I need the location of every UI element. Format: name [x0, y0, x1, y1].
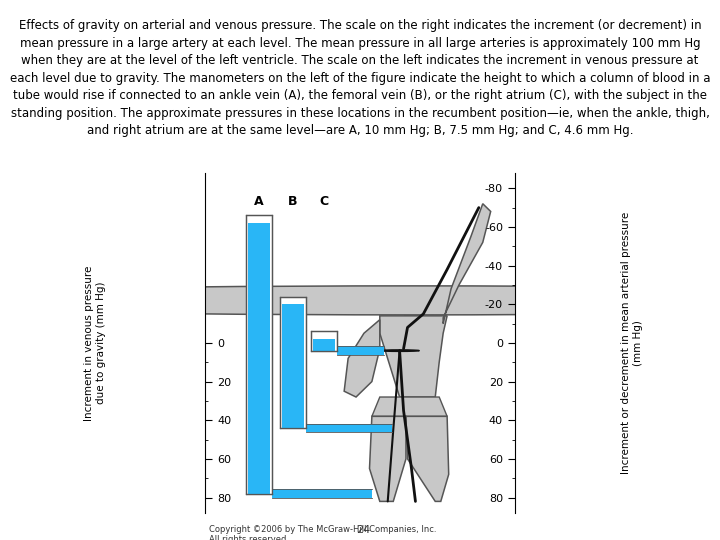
Ellipse shape — [380, 350, 419, 352]
Text: A: A — [254, 194, 264, 207]
Bar — [282, 304, 304, 428]
Polygon shape — [372, 397, 447, 416]
Text: Effects of gravity on arterial and venous pressure. The scale on the right indic: Effects of gravity on arterial and venou… — [10, 19, 710, 137]
Bar — [338, 346, 384, 355]
Text: C: C — [320, 194, 329, 207]
Polygon shape — [344, 320, 380, 397]
Polygon shape — [380, 316, 447, 397]
Text: 24: 24 — [356, 525, 371, 535]
Bar — [403, 315, 423, 325]
Text: Copyright ©2006 by The McGraw-Hill Companies, Inc.
All rights reserved.: Copyright ©2006 by The McGraw-Hill Compa… — [209, 525, 436, 540]
Polygon shape — [406, 416, 449, 502]
Y-axis label: Increment in venous pressure
due to gravity (mm Hg): Increment in venous pressure due to grav… — [84, 265, 106, 421]
Polygon shape — [443, 204, 491, 323]
Bar — [306, 423, 392, 433]
Bar — [311, 332, 338, 350]
Text: B: B — [288, 194, 297, 207]
Bar — [248, 223, 270, 494]
Bar — [246, 215, 271, 494]
Polygon shape — [369, 416, 406, 502]
Bar — [313, 339, 336, 350]
Circle shape — [0, 286, 720, 315]
Y-axis label: Increment or decrement in mean arterial pressure
(mm Hg): Increment or decrement in mean arterial … — [621, 212, 643, 474]
Bar — [279, 296, 306, 428]
Bar — [271, 489, 372, 498]
